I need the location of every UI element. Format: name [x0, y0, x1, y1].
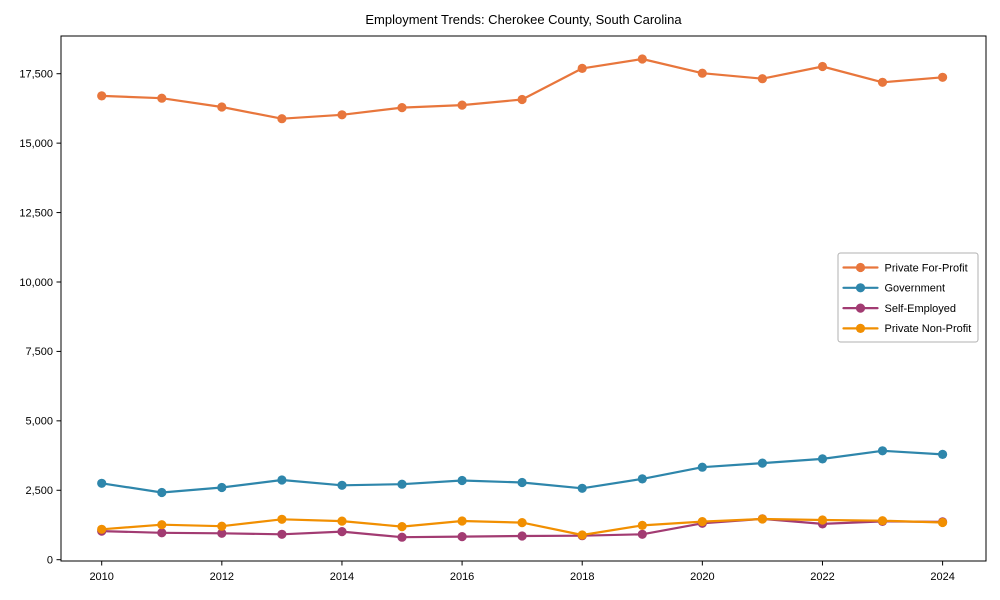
data-point-private-for-profit-2015 [397, 103, 407, 113]
data-point-private-for-profit-2011 [157, 93, 167, 103]
data-point-private-for-profit-2014 [337, 110, 347, 120]
legend-swatch-marker-private-non-profit [855, 323, 866, 333]
data-point-self-employed-2019 [637, 529, 647, 539]
data-point-government-2010 [97, 478, 107, 488]
data-point-private-non-profit-2020 [697, 517, 707, 527]
x-axis-tick-label: 2012 [210, 571, 234, 583]
legend-label-private-for-profit: Private For-Profit [885, 262, 968, 274]
data-point-private-non-profit-2022 [817, 515, 828, 525]
series-line-private-for-profit [100, 57, 944, 120]
data-point-private-for-profit-2017 [517, 94, 527, 105]
data-point-private-for-profit-2021 [757, 74, 768, 84]
y-axis-tick-label: 15,000 [19, 138, 53, 150]
y-axis-tick-label: 7,500 [25, 346, 53, 358]
data-point-private-non-profit-2015 [397, 522, 407, 532]
data-point-private-non-profit-2023 [877, 516, 888, 526]
legend-label-self-employed: Self-Employed [885, 303, 957, 315]
data-point-government-2021 [757, 458, 768, 468]
axes-frame [60, 35, 987, 562]
data-point-government-2016 [457, 475, 467, 486]
data-point-government-2019 [637, 474, 647, 484]
data-point-private-non-profit-2016 [457, 516, 467, 526]
y-axis-tick-label: 2,500 [25, 485, 53, 497]
x-axis-tick-label: 2018 [570, 571, 594, 583]
data-point-government-2012 [217, 482, 227, 493]
y-axis-tick-label: 10,000 [19, 277, 53, 289]
data-point-private-for-profit-2013 [277, 114, 287, 124]
legend-swatch-marker-private-for-profit [855, 262, 866, 273]
data-point-private-non-profit-2012 [217, 521, 227, 531]
data-point-private-for-profit-2022 [817, 61, 828, 72]
data-point-private-non-profit-2010 [97, 524, 107, 534]
data-point-private-for-profit-2023 [877, 77, 888, 87]
data-point-private-for-profit-2016 [457, 100, 467, 110]
data-point-government-2023 [877, 446, 888, 456]
data-point-private-non-profit-2024 [938, 517, 948, 528]
data-point-private-for-profit-2018 [577, 63, 587, 73]
data-point-private-for-profit-2020 [697, 68, 707, 78]
data-point-private-non-profit-2013 [277, 514, 287, 524]
x-axis-tick-label: 2016 [450, 571, 474, 583]
chart-title: Employment Trends: Cherokee County, Sout… [365, 12, 682, 27]
data-point-private-non-profit-2021 [757, 514, 768, 524]
data-point-private-for-profit-2012 [217, 102, 227, 112]
data-point-private-for-profit-2019 [637, 54, 647, 64]
data-point-government-2013 [277, 475, 287, 485]
data-point-private-non-profit-2014 [337, 516, 347, 526]
data-point-self-employed-2017 [517, 531, 527, 541]
y-axis-tick-label: 12,500 [19, 207, 53, 219]
x-axis-tick-label: 2024 [930, 571, 954, 583]
data-point-private-non-profit-2018 [577, 530, 587, 540]
legend-swatch-marker-self-employed [855, 303, 866, 313]
legend-swatch-marker-government [855, 283, 866, 293]
x-axis-tick-label: 2022 [810, 571, 834, 583]
data-point-government-2017 [517, 477, 527, 488]
data-point-government-2024 [938, 449, 948, 459]
legend-box [837, 252, 979, 343]
data-point-government-2014 [337, 480, 347, 490]
data-point-self-employed-2011 [157, 528, 167, 538]
data-point-private-non-profit-2011 [157, 520, 167, 530]
data-point-private-non-profit-2017 [517, 518, 527, 528]
legend-label-private-non-profit: Private Non-Profit [885, 323, 972, 335]
data-point-government-2022 [817, 454, 828, 464]
data-point-government-2011 [157, 487, 167, 498]
data-point-government-2018 [577, 483, 587, 493]
legend-label-government: Government [885, 283, 946, 295]
data-point-self-employed-2015 [397, 532, 407, 542]
data-point-self-employed-2014 [337, 527, 347, 537]
y-axis-tick-label: 17,500 [19, 69, 53, 81]
y-axis-tick-label: 5,000 [25, 416, 53, 428]
data-point-self-employed-2013 [277, 529, 287, 539]
data-point-self-employed-2016 [457, 532, 467, 542]
x-axis-tick-label: 2010 [89, 571, 113, 583]
y-axis-tick-label: 0 [47, 554, 53, 566]
data-point-government-2015 [397, 479, 407, 489]
data-point-self-employed-2012 [217, 528, 227, 538]
x-axis-tick-label: 2014 [330, 571, 354, 583]
data-point-government-2020 [697, 462, 707, 472]
data-point-private-for-profit-2024 [938, 72, 948, 82]
data-point-private-for-profit-2010 [97, 91, 107, 101]
x-axis-tick-label: 2020 [690, 571, 714, 583]
data-point-private-non-profit-2019 [637, 520, 647, 531]
